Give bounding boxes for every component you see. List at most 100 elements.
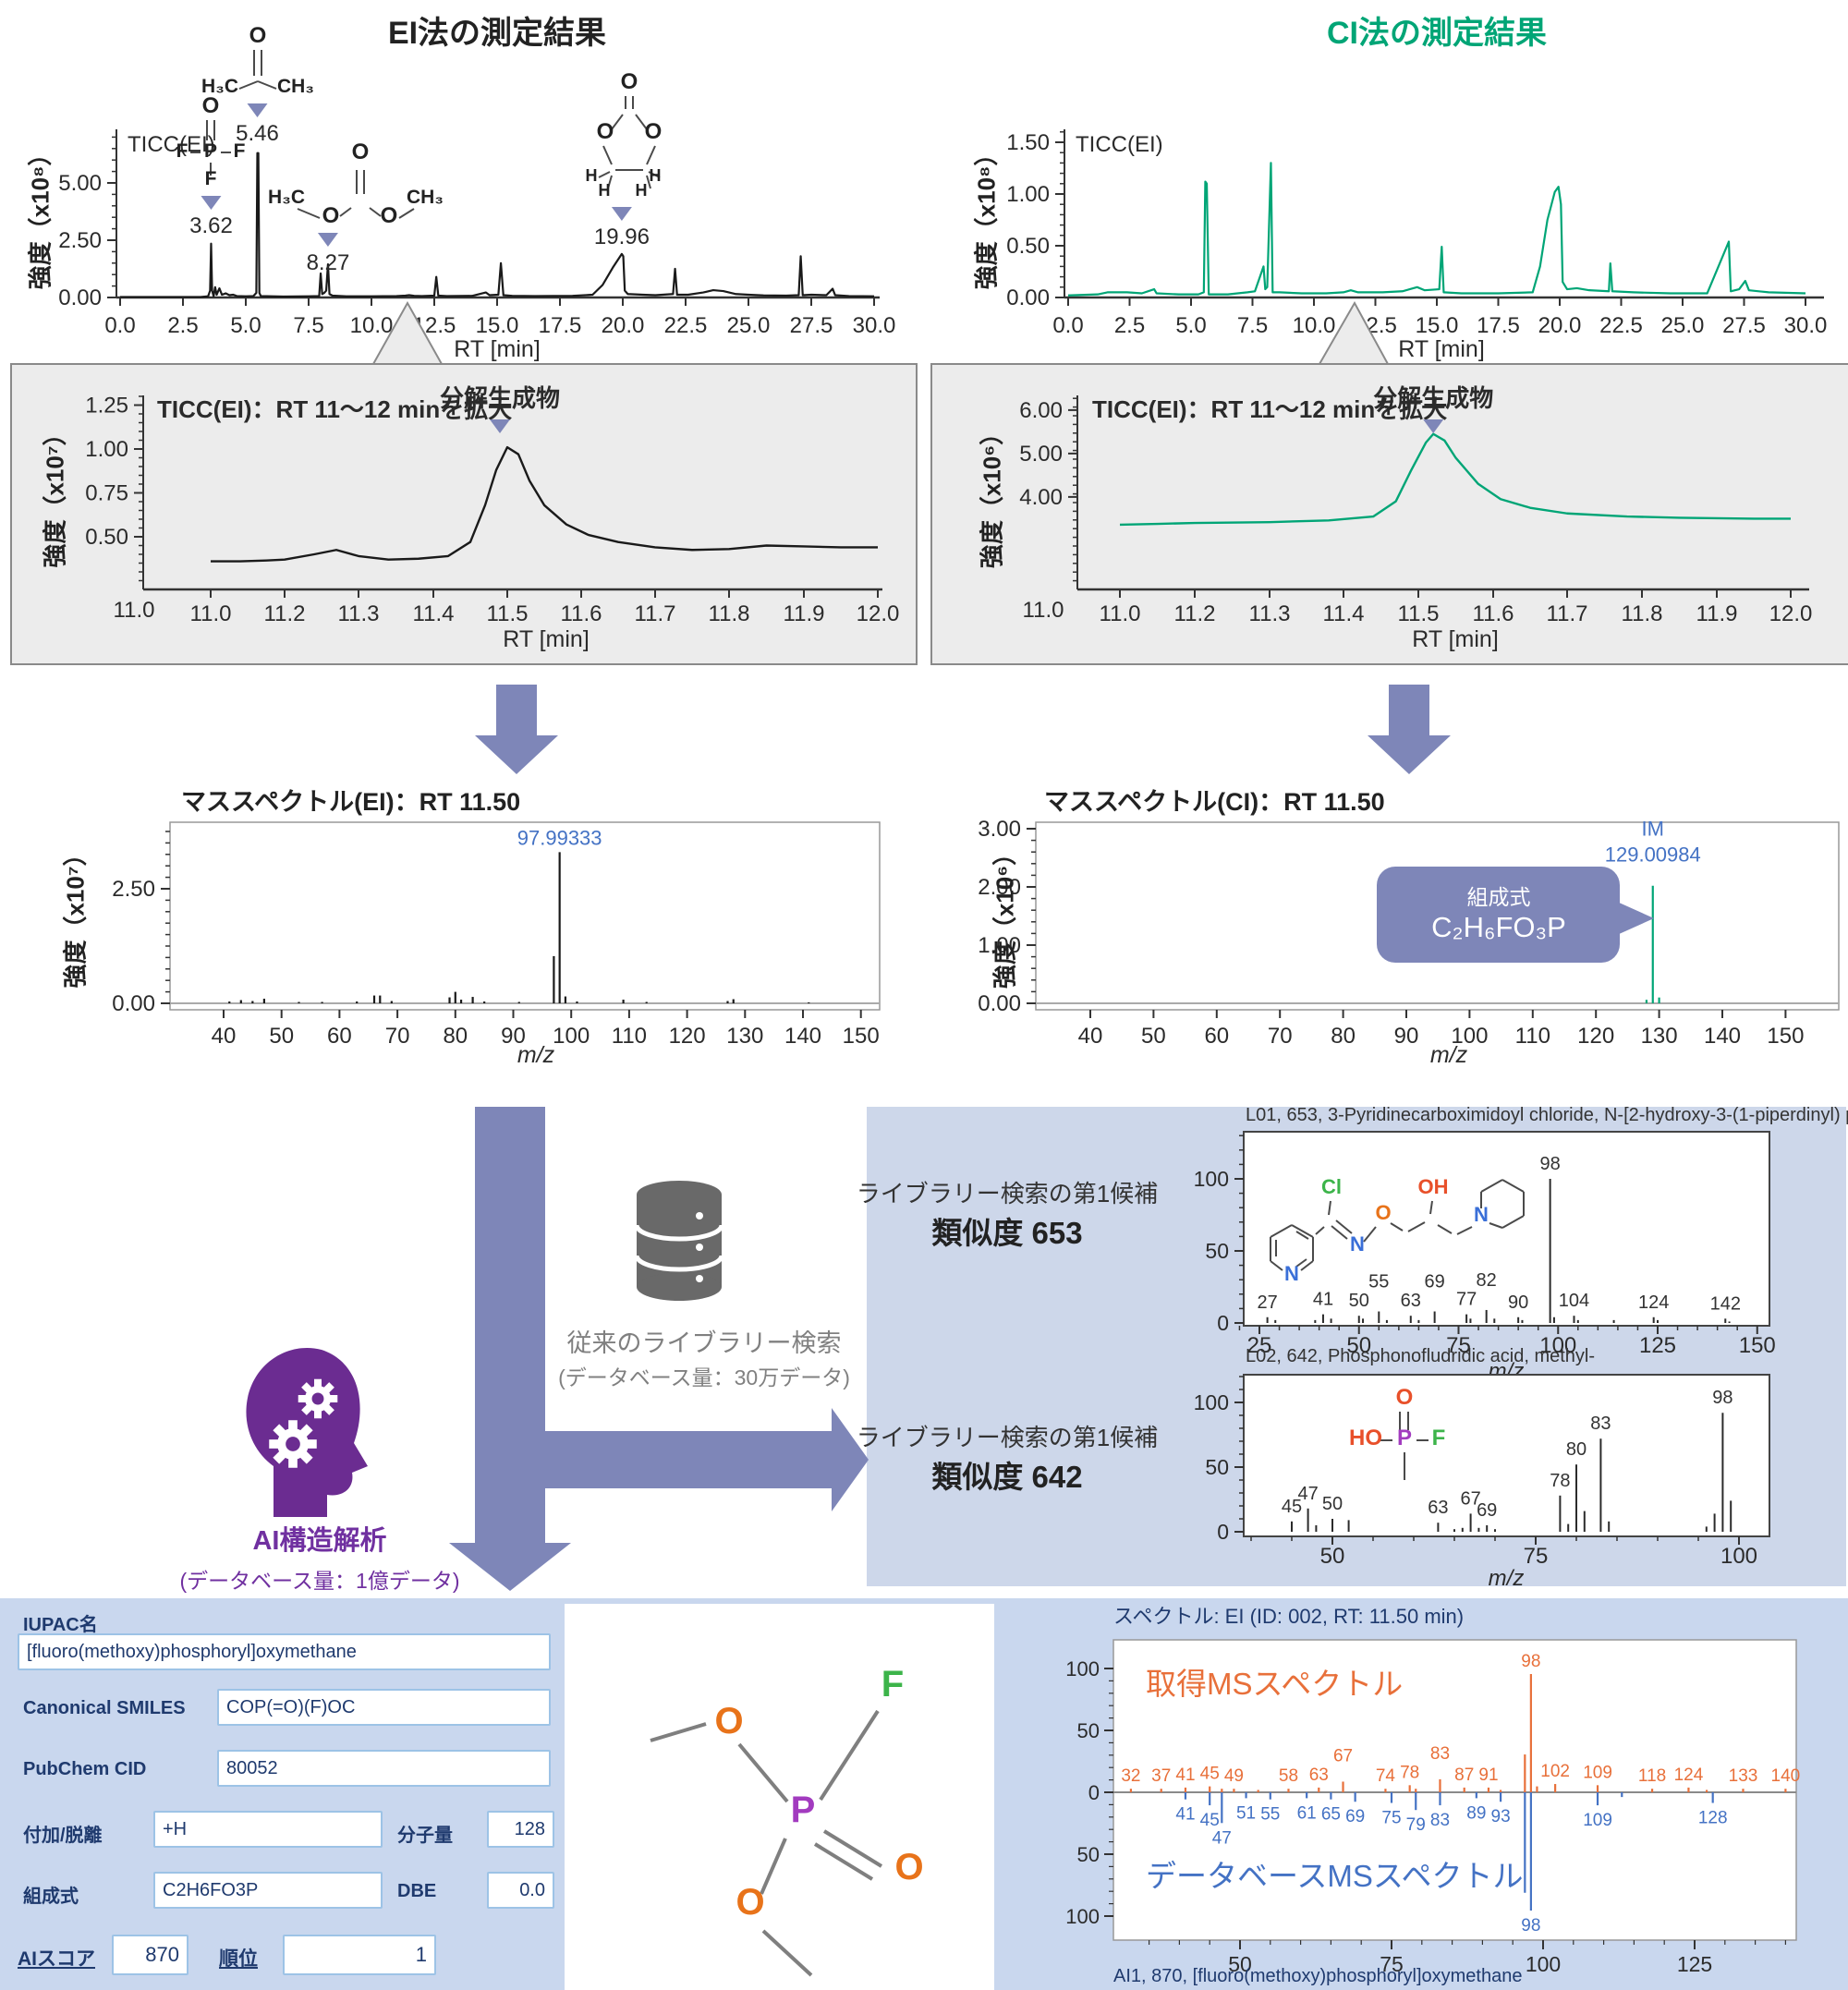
svg-text:11.0: 11.0 <box>190 601 232 626</box>
svg-text:0.50: 0.50 <box>85 525 128 550</box>
svg-text:109: 109 <box>1583 1763 1612 1782</box>
svg-text:0.0: 0.0 <box>104 313 135 338</box>
svg-text:63: 63 <box>1428 1498 1448 1518</box>
svg-text:100: 100 <box>1526 1952 1561 1976</box>
svg-text:12.0: 12.0 <box>1769 601 1813 626</box>
svg-text:50: 50 <box>1322 1494 1343 1514</box>
svg-text:98: 98 <box>1540 1154 1561 1174</box>
svg-text:110: 110 <box>612 1024 647 1049</box>
ci-ms-title: マススペクトル(CI)：RT 11.50 <box>1044 788 1385 816</box>
svg-text:1.00: 1.00 <box>1006 182 1050 207</box>
svg-text:45: 45 <box>1282 1497 1302 1517</box>
svg-text:H₃C: H₃C <box>201 76 238 97</box>
svg-text:N: N <box>1474 1203 1489 1226</box>
composition-bubble <box>1377 867 1654 963</box>
svg-text:100: 100 <box>1539 1333 1576 1358</box>
svg-text:120: 120 <box>1577 1024 1614 1049</box>
svg-text:HO: HO <box>1349 1426 1382 1450</box>
svg-text:CH₃: CH₃ <box>277 76 314 97</box>
svg-text:O: O <box>597 119 614 144</box>
svg-text:IM: IM <box>1642 818 1664 841</box>
svg-text:P: P <box>1397 1426 1412 1450</box>
svg-text:32: 32 <box>1121 1766 1140 1786</box>
svg-text:F: F <box>881 1664 904 1705</box>
pubchem-cid-field[interactable] <box>217 1750 551 1787</box>
svg-text:5.0: 5.0 <box>1175 313 1206 338</box>
svg-text:7.5: 7.5 <box>293 313 323 338</box>
dimethyl-carbonate-structure: O H₃C O O CH₃ <box>268 140 444 228</box>
svg-text:75: 75 <box>1381 1809 1401 1828</box>
ci-ms-ylabel: 強度（x10⁶） <box>991 841 1019 989</box>
formula-field[interactable] <box>153 1872 383 1909</box>
svg-text:5.46: 5.46 <box>236 121 279 146</box>
svg-text:F: F <box>1432 1426 1446 1450</box>
smiles-field[interactable] <box>217 1689 551 1726</box>
svg-text:11.2: 11.2 <box>1174 601 1216 626</box>
svg-text:O: O <box>621 69 638 94</box>
svg-text:77: 77 <box>1456 1290 1477 1310</box>
svg-text:6.00: 6.00 <box>1019 398 1063 423</box>
svg-text:2.50: 2.50 <box>58 228 102 253</box>
svg-text:22.5: 22.5 <box>664 313 708 338</box>
svg-text:P: P <box>204 140 217 162</box>
svg-text:H₃C: H₃C <box>268 187 305 208</box>
svg-text:58: 58 <box>1279 1766 1298 1786</box>
svg-text:11.0: 11.0 <box>1100 601 1141 626</box>
ai-score-field[interactable] <box>112 1935 188 1975</box>
svg-text:8.27: 8.27 <box>307 250 350 275</box>
svg-text:TICC(EI): TICC(EI) <box>128 132 215 157</box>
dbe-field[interactable] <box>487 1872 554 1909</box>
svg-text:1.00: 1.00 <box>978 933 1021 958</box>
svg-text:分解生成物: 分解生成物 <box>1373 384 1493 412</box>
svg-text:O: O <box>714 1701 743 1741</box>
ei-title: EI法の測定結果 <box>387 16 607 51</box>
svg-text:F: F <box>205 168 217 189</box>
candidate2-similarity: 類似度 642 <box>931 1460 1083 1494</box>
svg-text:TICC(EI): TICC(EI) <box>1076 132 1163 157</box>
svg-text:130: 130 <box>726 1024 763 1049</box>
svg-text:0.50: 0.50 <box>1006 234 1050 259</box>
svg-text:100: 100 <box>1065 1905 1100 1928</box>
svg-text:N: N <box>1350 1232 1365 1256</box>
svg-text:11.2: 11.2 <box>264 601 306 626</box>
svg-text:H: H <box>599 181 611 200</box>
iupac-label: IUPAC名 <box>23 1615 98 1635</box>
svg-text:75: 75 <box>1446 1333 1471 1358</box>
svg-text:90: 90 <box>501 1024 526 1049</box>
svg-text:83: 83 <box>1590 1414 1611 1434</box>
svg-text:2.00: 2.00 <box>978 875 1021 900</box>
candidate1-similarity: 類似度 653 <box>931 1216 1083 1250</box>
svg-text:15.0: 15.0 <box>1416 313 1459 338</box>
svg-text:100: 100 <box>1194 1167 1229 1191</box>
ai-analysis-label: AI構造解析 <box>252 1526 387 1556</box>
svg-text:m/z: m/z <box>1430 1042 1468 1068</box>
svg-text:RT [min]: RT [min] <box>503 626 590 652</box>
svg-text:61: 61 <box>1297 1803 1317 1823</box>
svg-text:50: 50 <box>1320 1544 1345 1569</box>
svg-text:102: 102 <box>1540 1762 1570 1781</box>
svg-text:CH₃: CH₃ <box>407 187 444 208</box>
conventional-search-label: 従来のライブラリー検索 <box>566 1329 842 1357</box>
svg-text:O: O <box>1396 1385 1414 1410</box>
svg-text:40: 40 <box>212 1024 237 1049</box>
svg-text:120: 120 <box>669 1024 706 1049</box>
composition-bubble-formula: C₂H₆FO₃P <box>1431 911 1566 943</box>
svg-text:O: O <box>894 1847 923 1887</box>
molecular-weight-field[interactable] <box>487 1811 554 1848</box>
rank-field[interactable] <box>283 1935 436 1975</box>
svg-text:93: 93 <box>1491 1807 1511 1826</box>
svg-text:45: 45 <box>1200 1811 1220 1830</box>
svg-text:3.00: 3.00 <box>978 817 1021 842</box>
svg-text:10.0: 10.0 <box>1293 313 1336 338</box>
svg-text:27.5: 27.5 <box>1722 313 1766 338</box>
ci_ticc-chart: 0.000.501.001.500.0 2.5 5.0 7.5 10.0 12.5 15.0… <box>1006 129 1827 362</box>
svg-text:15.0: 15.0 <box>476 313 519 338</box>
database-spectrum-label: データベースMSスペクトル <box>1146 1859 1524 1893</box>
acetone-structure: O H₃C CH₃ <box>201 23 314 97</box>
svg-text:0.00: 0.00 <box>1006 285 1050 310</box>
adduct-field[interactable] <box>153 1811 383 1848</box>
svg-text:67: 67 <box>1333 1746 1353 1766</box>
iupac-field[interactable] <box>18 1633 551 1670</box>
svg-text:2.5: 2.5 <box>167 313 198 338</box>
svg-text:150: 150 <box>1767 1024 1804 1049</box>
